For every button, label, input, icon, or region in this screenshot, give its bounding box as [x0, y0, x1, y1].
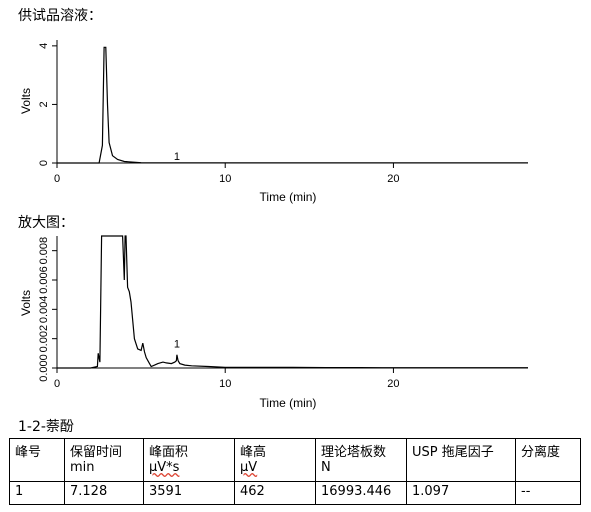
y-ticks: 0 2 4: [38, 43, 57, 166]
cell: --: [515, 481, 581, 505]
header-cell-peak-no: 峰号: [9, 438, 65, 482]
zoomed-trace: [57, 235, 528, 369]
y-tick-label: 0.000: [38, 354, 50, 382]
peak-label: 1: [174, 338, 180, 350]
x-tick-label: 10: [219, 378, 231, 390]
sample-solution-title: 供试品溶液：: [18, 8, 102, 24]
y-tick-label: 0.008: [38, 237, 50, 265]
cell: 462: [234, 481, 316, 505]
zoom-axes: [56, 236, 528, 369]
cell: 16993.446: [315, 481, 407, 505]
y-axis-title: Volts: [19, 88, 33, 114]
y-tick-label: 0.002: [38, 325, 50, 353]
chromatogram-chart: 0 10 20 0 2 4 1 Time (min) Volts: [19, 40, 528, 204]
header-cell-retention: 保留时间 min: [64, 438, 144, 482]
y-tick-label: 2: [38, 101, 50, 107]
header-cell-resolution: 分离度: [515, 438, 581, 482]
cell: 7.128: [64, 481, 144, 505]
chromatogram-trace: [57, 46, 528, 164]
peak-label: 1: [174, 151, 180, 163]
y-tick-label: 4: [38, 43, 50, 49]
table-header-row: 峰号 保留时间 min 峰面积 μV*s 峰高 μV 理论塔板数 N USP 拖尾因子 …: [9, 438, 581, 482]
cell: 1: [9, 481, 65, 505]
x-tick-label: 0: [54, 378, 60, 390]
y-axis-title: Volts: [19, 290, 33, 316]
header-cell-plates: 理论塔板数 N: [315, 438, 407, 482]
y-tick-label: 0: [38, 160, 50, 166]
compound-title: 1-2-萘酚: [18, 419, 74, 435]
cell: 1.097: [406, 481, 516, 505]
x-tick-label: 0: [54, 173, 60, 185]
x-tick-label: 20: [387, 378, 399, 390]
cell: 3591: [143, 481, 235, 505]
table-row: 1 7.128 3591 462 16993.446 1.097 --: [9, 481, 581, 505]
zoom-title: 放大图：: [18, 215, 74, 231]
header-cell-height: 峰高 μV: [234, 438, 316, 482]
y-tick-label: 0.006: [38, 266, 50, 294]
header-cell-area: 峰面积 μV*s: [143, 438, 235, 482]
x-axis-title: Time (min): [260, 190, 317, 204]
x-tick-label: 20: [387, 173, 399, 185]
x-tick-label: 10: [219, 173, 231, 185]
x-ticks: 0 10 20: [54, 368, 400, 390]
results-table: 峰号 保留时间 min 峰面积 μV*s 峰高 μV 理论塔板数 N USP 拖尾因子 …: [9, 438, 581, 505]
header-cell-tailing: USP 拖尾因子: [406, 438, 516, 482]
x-ticks: 0 10 20: [54, 163, 400, 185]
y-tick-label: 0.004: [38, 296, 50, 324]
x-axis-title: Time (min): [260, 396, 317, 410]
